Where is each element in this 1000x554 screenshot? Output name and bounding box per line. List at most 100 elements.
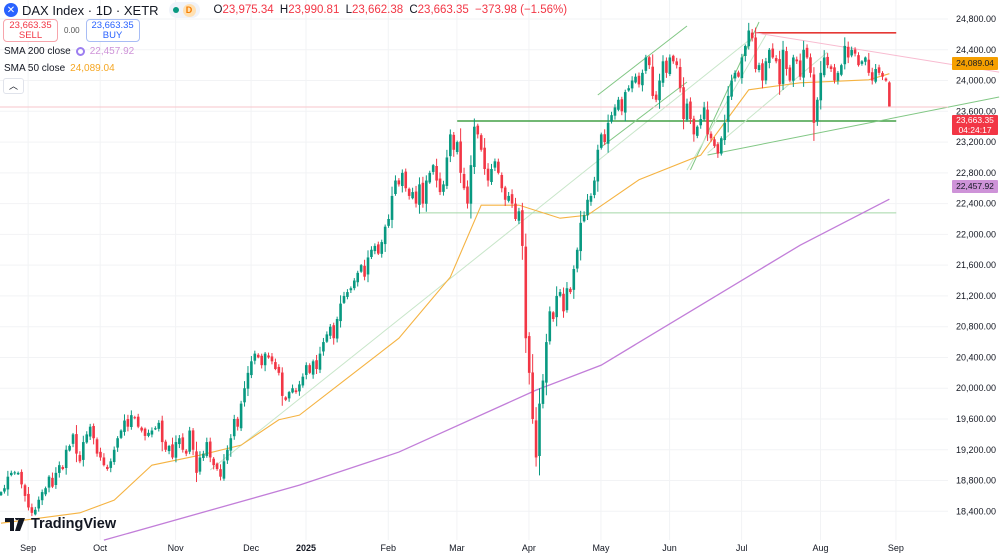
y-tick-label: 19,600.00 <box>956 414 996 424</box>
candle-body <box>68 445 71 451</box>
candle-body <box>768 49 771 63</box>
candle-body <box>404 171 408 189</box>
candle-body <box>812 74 816 123</box>
candle-body <box>527 336 531 373</box>
candle-body <box>291 388 294 393</box>
candle-body <box>195 451 198 473</box>
change: −373.98 (−1.56%) <box>475 4 568 16</box>
candle-body <box>75 434 78 454</box>
indicator-sma200[interactable]: SMA 200 close 22,457.92 <box>4 46 135 57</box>
x-tick-label: Sep <box>888 543 904 553</box>
indicator-sma50[interactable]: SMA 50 close 24,089.04 <box>4 63 115 74</box>
candle-body <box>843 45 847 65</box>
ohlc-values: O23,975.34 H23,990.81 L23,662.38 C23,663… <box>213 4 568 16</box>
candle-body <box>589 195 593 202</box>
candle-body <box>226 449 229 461</box>
symbol-title[interactable]: DAX Index · 1D · XETR <box>22 2 159 18</box>
candle-body <box>373 245 377 252</box>
candle-body <box>459 141 462 173</box>
candle-body <box>184 450 188 454</box>
y-tick-label: 24,400.00 <box>956 45 996 55</box>
candle-body <box>78 455 82 462</box>
candle-body <box>678 67 682 89</box>
candle-body <box>785 51 788 69</box>
tradingview-logo[interactable]: TradingView <box>5 516 116 532</box>
y-tick-label: 20,000.00 <box>956 383 996 393</box>
candle-body <box>840 65 843 75</box>
candle-body <box>805 47 809 58</box>
candle-body <box>644 57 648 71</box>
y-tick-label: 22,400.00 <box>956 199 996 209</box>
candle-body <box>514 203 517 219</box>
candle-body <box>390 195 394 220</box>
candle-body <box>503 187 507 200</box>
candle-body <box>322 342 325 352</box>
candle-body <box>452 134 456 150</box>
candle-body <box>208 441 212 458</box>
candle-body <box>723 122 727 140</box>
y-tick-label: 23,600.00 <box>956 106 996 116</box>
candle-body <box>366 257 370 275</box>
candle-body <box>112 449 116 462</box>
candle-body <box>637 75 641 85</box>
x-tick-label: Feb <box>381 543 397 553</box>
candle-body <box>102 457 106 466</box>
candle-body <box>154 428 157 430</box>
candle-body <box>181 437 185 450</box>
candle-body <box>623 92 627 113</box>
candle-body <box>551 312 555 319</box>
candle-body <box>160 420 164 443</box>
candle-body <box>188 430 191 452</box>
candle-body <box>826 56 829 66</box>
candle-body <box>54 472 58 485</box>
candle-body <box>280 372 284 396</box>
candle-body <box>510 194 514 204</box>
candle-body <box>675 61 679 66</box>
interval-badge: D <box>182 3 196 17</box>
collapse-legend-button[interactable]: ︿ <box>3 78 24 94</box>
candle-body <box>133 417 137 419</box>
dax-logo-icon: ✕ <box>4 3 18 17</box>
x-tick-label: Jul <box>736 543 748 553</box>
candle-body <box>71 434 75 444</box>
buy-button[interactable]: 23,663.35 BUY <box>85 19 140 42</box>
market-status[interactable]: D <box>168 2 200 18</box>
candle-body <box>881 72 884 77</box>
candle-body <box>819 72 823 101</box>
candle-body <box>682 87 685 119</box>
candle-body <box>332 325 336 339</box>
candle-body <box>119 430 123 438</box>
candle-body <box>377 244 380 254</box>
sma50-price-label: 24,089.04 <box>952 57 998 70</box>
x-tick-label: Nov <box>168 543 185 553</box>
market-open-dot-icon <box>172 7 179 13</box>
candle-body <box>394 180 397 194</box>
candle-body <box>531 372 534 419</box>
candle-body <box>545 342 548 383</box>
y-tick-label: 21,600.00 <box>956 260 996 270</box>
candle-body <box>517 211 521 221</box>
candle-body <box>720 138 723 154</box>
candle-body <box>486 168 490 181</box>
candle-body <box>603 134 606 143</box>
bar-countdown: 04:24:17 <box>958 125 992 135</box>
candle-body <box>740 57 744 79</box>
candle-body <box>809 57 812 73</box>
candle-body <box>328 326 332 336</box>
trend-drawings[interactable] <box>209 21 1000 471</box>
x-tick-label: Mar <box>449 543 465 553</box>
candle-body <box>466 186 469 204</box>
sell-button[interactable]: 23,663.35 SELL <box>3 19 58 42</box>
time-axis[interactable]: Sep Oct Nov Dec 2025 Feb Mar Apr May Jun Jul Aug Sep <box>20 543 904 553</box>
candle-body <box>774 58 778 62</box>
candle-body <box>750 32 754 39</box>
candle-body <box>709 133 713 139</box>
candle-body <box>308 365 311 373</box>
price-axis[interactable]: 24,800.00 24,400.00 24,000.00 23,600.00 23,2… <box>956 14 996 516</box>
candle-body <box>92 426 95 439</box>
candle-body <box>455 142 459 152</box>
candle-body <box>524 246 528 339</box>
candle-body <box>747 30 751 47</box>
trend-line <box>209 34 756 471</box>
